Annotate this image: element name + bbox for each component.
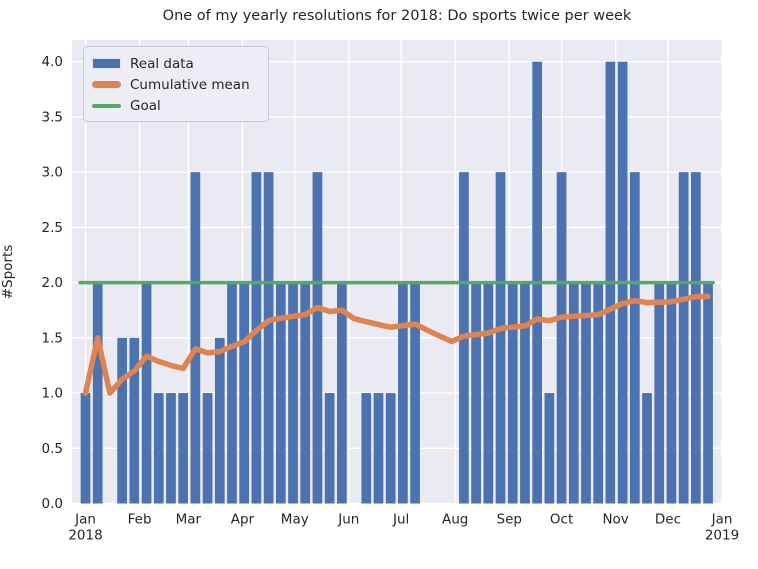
- bar: [593, 282, 604, 504]
- y-tick-label: 0.0: [42, 496, 63, 512]
- bar: [288, 282, 298, 504]
- x-tick-label: Dec: [655, 512, 681, 528]
- bar: [520, 282, 530, 504]
- legend-label: Goal: [130, 97, 161, 114]
- bar: [556, 172, 567, 504]
- y-tick-label: 4.0: [42, 54, 63, 70]
- bar: [324, 393, 335, 504]
- x-tick-label: Sep: [497, 512, 522, 528]
- y-tick-label: 2.5: [42, 220, 63, 236]
- x-tick-label: Jun: [337, 512, 359, 528]
- y-tick-label: 1.0: [42, 386, 63, 402]
- legend-label: Cumulative mean: [130, 76, 250, 93]
- bar: [263, 172, 274, 504]
- bar: [629, 172, 640, 504]
- bar: [666, 282, 677, 504]
- bar: [398, 282, 408, 504]
- bar: [385, 393, 396, 504]
- bar: [410, 282, 420, 504]
- bar: [642, 393, 652, 504]
- bar: [337, 282, 347, 504]
- bar: [80, 393, 91, 504]
- bar: [214, 337, 225, 504]
- bar: [654, 282, 665, 504]
- x-tick-label: Jul: [392, 512, 409, 528]
- legend-item-goal: Goal: [92, 95, 260, 116]
- legend-label: Real data: [130, 55, 194, 72]
- bar: [507, 282, 518, 504]
- bar: [495, 172, 506, 504]
- bar: [190, 172, 201, 504]
- bar: [141, 282, 152, 504]
- legend-item-real-data: Real data: [92, 53, 260, 74]
- bar: [227, 282, 237, 504]
- bar: [483, 282, 494, 504]
- bar: [581, 282, 591, 504]
- x-tick-label: Aug: [442, 512, 468, 528]
- bar: [373, 393, 384, 504]
- x-tick-label: Mar: [176, 512, 202, 528]
- bar: [92, 282, 103, 504]
- x-tick-label: Nov: [602, 512, 628, 528]
- bar: [153, 393, 164, 504]
- y-tick-label: 0.5: [42, 441, 63, 457]
- bar: [471, 282, 481, 504]
- legend-item-cumulative-mean: Cumulative mean: [92, 74, 260, 95]
- y-tick-label: 3.0: [42, 165, 63, 181]
- chart-title: One of my yearly resolutions for 2018: D…: [162, 8, 632, 24]
- bar: [568, 282, 579, 504]
- bar: [703, 282, 713, 504]
- line-swatch-icon: [92, 81, 121, 88]
- line-swatch-icon: [92, 103, 121, 108]
- x-tick-label: Oct: [550, 512, 573, 528]
- bar: [312, 172, 323, 504]
- x-tick-label: May: [281, 512, 309, 528]
- legend: Real data Cumulative mean Goal: [83, 46, 269, 122]
- bar: [178, 393, 189, 504]
- x-tick-label: Jan: [74, 512, 96, 528]
- bar: [300, 282, 311, 504]
- cumulative-mean-line: [82, 293, 711, 396]
- bar: [678, 172, 689, 504]
- bar: [117, 337, 127, 504]
- y-tick-label: 2.0: [42, 275, 63, 291]
- bar: [251, 172, 262, 504]
- x-tick-year-label: 2019: [705, 528, 739, 544]
- bar: [275, 282, 286, 504]
- x-tick-label: Jan: [711, 512, 733, 528]
- bar: [239, 282, 250, 504]
- y-tick-label: 3.5: [42, 109, 63, 125]
- x-tick-year-label: 2018: [68, 528, 102, 544]
- x-tick-label: Apr: [231, 512, 255, 528]
- y-tick-label: 1.5: [42, 330, 63, 346]
- x-tick-label: Feb: [128, 512, 152, 528]
- bar: [202, 393, 213, 504]
- bar: [361, 393, 372, 504]
- bar: [544, 393, 555, 504]
- bar: [129, 337, 140, 504]
- bar-swatch-icon: [92, 58, 121, 69]
- bar: [690, 172, 701, 504]
- bar: [166, 393, 176, 504]
